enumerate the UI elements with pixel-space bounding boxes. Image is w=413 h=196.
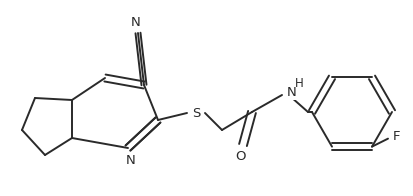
Text: N: N xyxy=(287,85,297,99)
Text: F: F xyxy=(392,130,400,143)
Text: N: N xyxy=(126,153,136,166)
Text: O: O xyxy=(236,151,246,163)
Text: S: S xyxy=(192,106,200,120)
Text: H: H xyxy=(295,76,304,90)
Text: N: N xyxy=(131,15,141,28)
